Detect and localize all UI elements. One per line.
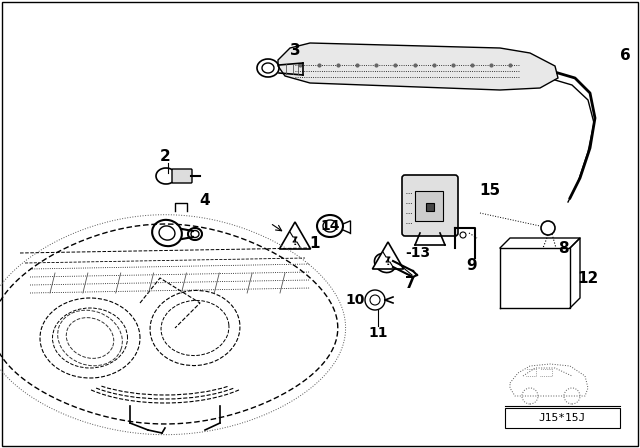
Text: 4: 4: [200, 193, 211, 207]
Text: 9: 9: [467, 258, 477, 272]
Text: !: !: [292, 237, 297, 247]
Polygon shape: [278, 43, 558, 90]
Text: 6: 6: [620, 47, 630, 63]
Text: 10: 10: [346, 293, 365, 307]
Text: -13: -13: [405, 246, 431, 260]
Bar: [415, 191, 443, 221]
Text: J15*15J: J15*15J: [538, 413, 586, 423]
Polygon shape: [280, 222, 310, 249]
Text: 14: 14: [320, 219, 340, 233]
Text: 8: 8: [557, 241, 568, 255]
Text: !: !: [386, 257, 390, 267]
Polygon shape: [372, 242, 404, 269]
Text: 3: 3: [290, 43, 300, 57]
Text: 7: 7: [404, 276, 415, 290]
Text: 1: 1: [310, 236, 320, 250]
FancyBboxPatch shape: [172, 169, 192, 183]
Bar: [426, 203, 434, 211]
Text: 2: 2: [159, 148, 170, 164]
Text: 11: 11: [368, 326, 388, 340]
Text: 15: 15: [479, 182, 500, 198]
Text: 12: 12: [577, 271, 598, 285]
Bar: [505, 408, 620, 428]
FancyBboxPatch shape: [402, 175, 458, 236]
